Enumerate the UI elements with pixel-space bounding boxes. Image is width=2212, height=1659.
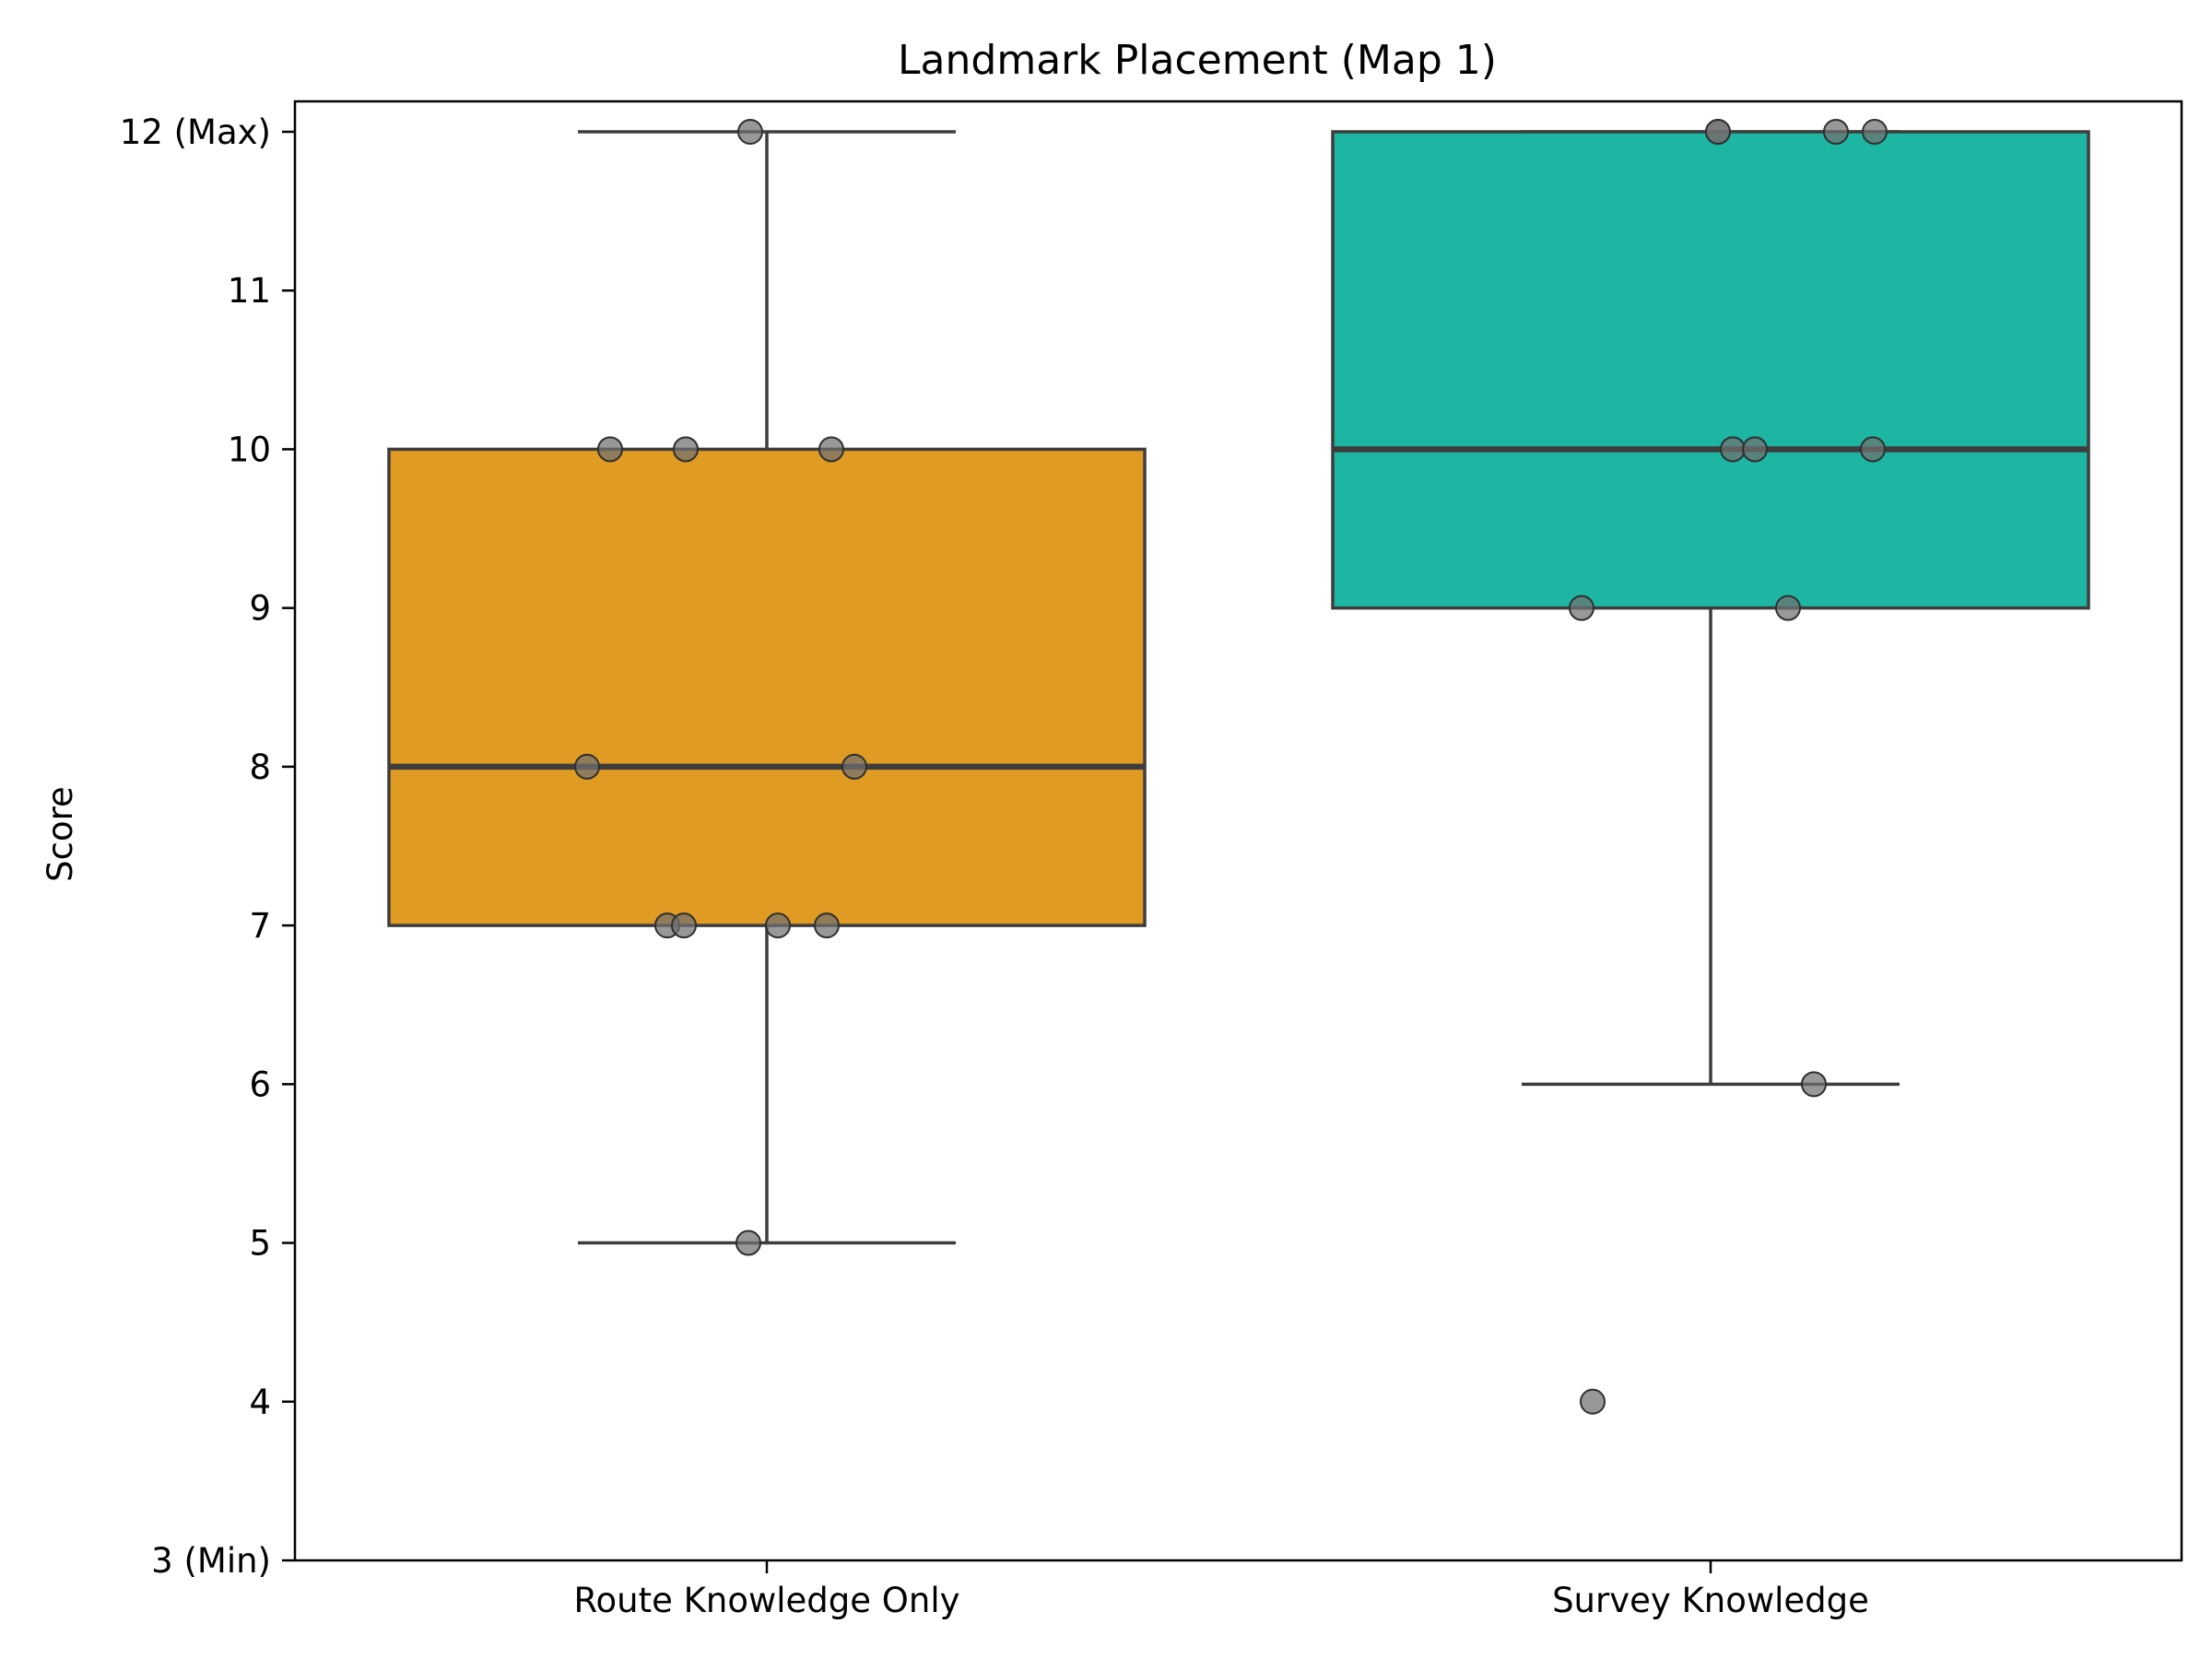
data-point [1705, 119, 1731, 145]
data-point [1860, 436, 1886, 463]
data-point [673, 436, 699, 463]
y-tick-label: 9 [249, 589, 271, 629]
data-point [818, 436, 844, 463]
data-point [841, 753, 867, 780]
x-tick-label: Route Knowledge Only [573, 1581, 959, 1620]
data-point [737, 119, 763, 145]
data-point [814, 912, 840, 939]
x-tick-label: Survey Knowledge [1552, 1581, 1869, 1620]
box-iqr [1331, 130, 2090, 610]
y-tick-label: 10 [228, 429, 271, 469]
data-point [1720, 436, 1746, 463]
data-point [735, 1230, 761, 1256]
y-axis-label: Score [41, 786, 80, 882]
data-point [1823, 119, 1849, 145]
data-point [1775, 594, 1801, 621]
y-tick-label: 5 [249, 1224, 271, 1264]
y-tick-label: 3 (Min) [151, 1541, 271, 1581]
axes-layer: 3 (Min) 4 5 6 7 8 9 10 11 12 (Max) Route Knowledge… [120, 100, 2183, 1620]
y-tick-label: 11 [228, 271, 271, 311]
data-point [1742, 436, 1768, 463]
y-tick-label: 4 [249, 1382, 271, 1422]
boxes-layer [387, 130, 2090, 1245]
y-tick-label: 8 [249, 747, 271, 787]
y-tick-label: 7 [249, 906, 271, 946]
data-point [1580, 1388, 1606, 1415]
y-tick-label: 6 [249, 1065, 271, 1104]
box-group-1 [387, 130, 1147, 1245]
data-point [597, 436, 623, 463]
data-point [671, 912, 697, 939]
data-point [1862, 119, 1888, 145]
y-tick-label: 12 (Max) [120, 112, 271, 152]
chart-title: Landmark Placement (Map 1) [898, 37, 1497, 84]
points-layer [574, 119, 1888, 1415]
box-iqr [387, 447, 1147, 927]
data-point [765, 912, 791, 939]
plot-frame [293, 100, 2183, 1562]
data-point [574, 753, 600, 780]
data-point [1569, 594, 1594, 621]
data-point [1801, 1071, 1827, 1098]
box-group-2 [1331, 130, 2090, 1087]
